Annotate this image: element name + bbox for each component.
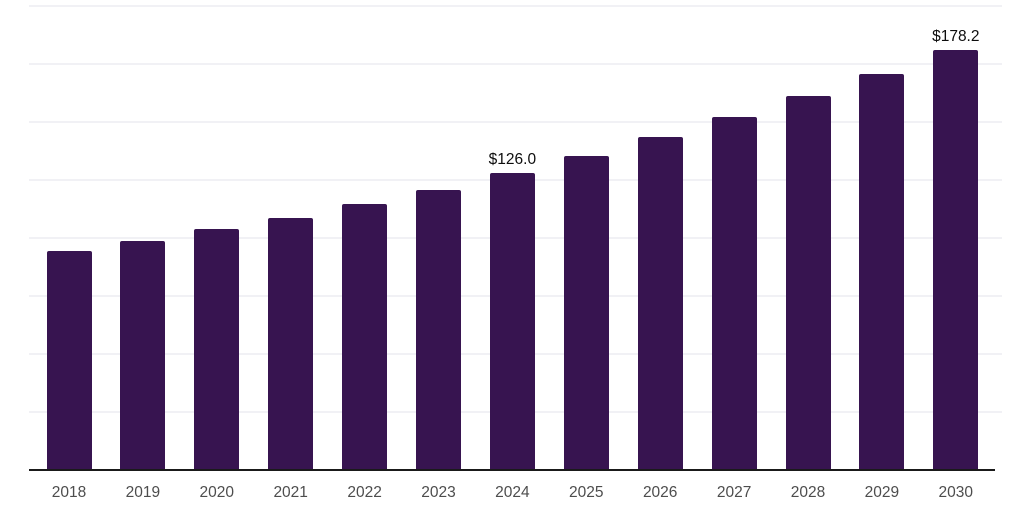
- bar-2018[interactable]: [46, 250, 92, 469]
- gridline: [29, 63, 1002, 65]
- bar-2019[interactable]: [120, 240, 166, 469]
- bar-2026[interactable]: [637, 137, 683, 469]
- x-axis-line: [29, 469, 995, 471]
- bar-2030[interactable]: [933, 49, 979, 469]
- x-axis-label-2019: 2019: [125, 484, 161, 501]
- bar-2022[interactable]: [342, 203, 388, 469]
- bar-2024[interactable]: [489, 172, 535, 469]
- x-axis-label-2024: 2024: [495, 484, 530, 501]
- x-axis-label-2028: 2028: [790, 484, 826, 501]
- bar-value-label-2030: $178.2: [932, 27, 980, 45]
- bar-2027[interactable]: [711, 116, 757, 469]
- x-axis-label-2030: 2030: [938, 484, 974, 501]
- bar-2021[interactable]: [268, 218, 314, 469]
- bar-2028[interactable]: [785, 95, 831, 469]
- x-axis-label-2025: 2025: [569, 484, 604, 501]
- gridline: [29, 5, 1002, 7]
- x-axis-label-2026: 2026: [642, 484, 678, 501]
- x-axis-label-2018: 2018: [51, 484, 87, 501]
- bar-value-label-2024: $126.0: [488, 150, 537, 168]
- x-axis-label-2023: 2023: [421, 484, 456, 501]
- x-axis-label-2022: 2022: [347, 484, 382, 501]
- x-axis-label-2027: 2027: [716, 484, 752, 501]
- bar-2020[interactable]: [194, 228, 240, 469]
- bar-2029[interactable]: [859, 73, 905, 469]
- x-axis-label-2021: 2021: [273, 484, 308, 501]
- bar-2025[interactable]: [563, 156, 609, 469]
- gridline: [29, 121, 1002, 123]
- x-axis-label-2020: 2020: [199, 484, 235, 501]
- bar-2023[interactable]: [416, 190, 461, 469]
- x-axis-label-2029: 2029: [864, 484, 900, 501]
